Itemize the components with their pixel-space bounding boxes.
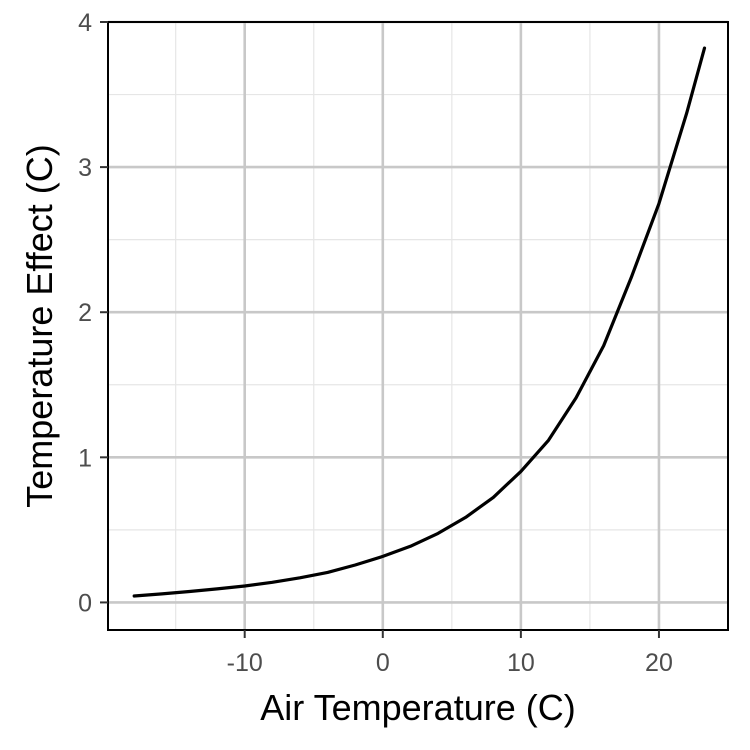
x-tick-label: 10 [507,649,535,677]
series-layer [132,46,707,598]
y-tick-label: 2 [78,299,92,327]
x-tick-label: 20 [645,649,673,677]
y-axis: 0 1 2 3 4 [78,9,108,617]
x-axis-title: Air Temperature (C) [260,687,575,728]
y-tick-label: 4 [78,9,92,37]
y-axis-title: Temperature Effect (C) [19,144,60,507]
y-tick-label: 1 [78,444,92,472]
panel-border [107,21,729,631]
x-tick-label: 0 [376,649,390,677]
minor-grid [108,22,728,630]
y-tick-label: 0 [78,589,92,617]
x-axis: -10 0 10 20 [227,630,673,677]
x-tick-label: -10 [227,649,263,677]
series-line [132,46,707,598]
y-tick-label: 3 [78,154,92,182]
